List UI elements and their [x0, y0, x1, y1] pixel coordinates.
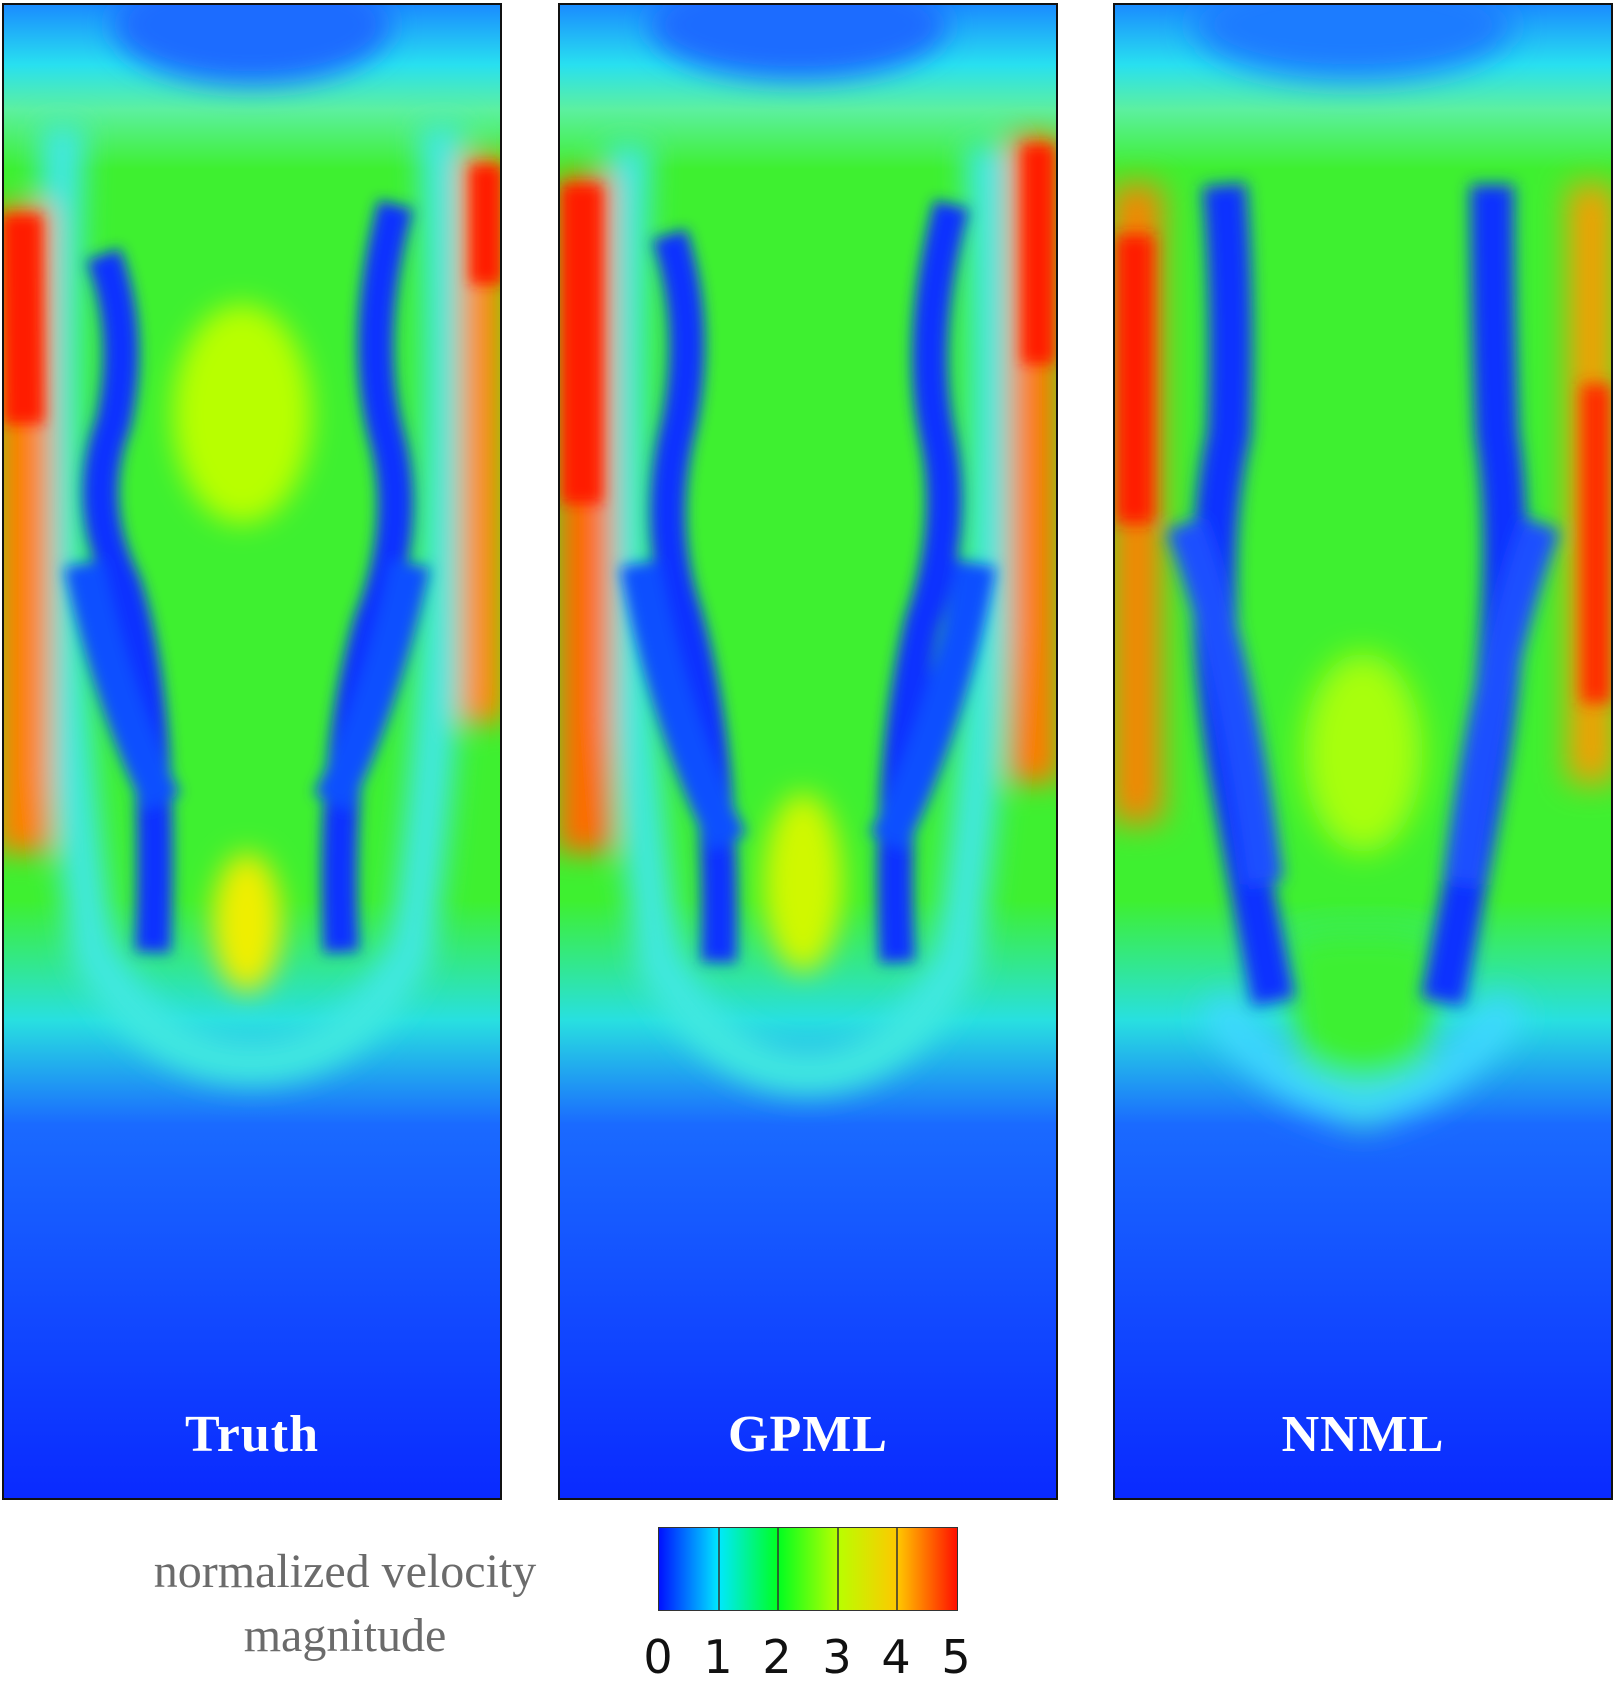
colorbar-title-line1: normalized velocity	[153, 1545, 537, 1598]
colorbar-tick-3: 3	[822, 1630, 852, 1684]
colorbar-tick-0: 0	[643, 1630, 673, 1684]
nnml-panel: NNML	[1113, 3, 1613, 1500]
nnml-velocity-field	[1115, 5, 1611, 1127]
colorbar-tick-5: 5	[941, 1630, 971, 1684]
colorbar-tick-4: 4	[881, 1630, 911, 1684]
gpml-velocity-field	[560, 5, 1056, 1095]
colorbar-gradient	[659, 1528, 957, 1610]
colorbar-title: normalized velocity magnitude	[95, 1540, 595, 1668]
colorbar	[658, 1527, 958, 1611]
truth-panel: Truth	[2, 3, 502, 1500]
truth-velocity-field	[4, 5, 500, 1085]
gpml-label: GPML	[728, 1406, 888, 1463]
colorbar-tick-1: 1	[703, 1630, 733, 1684]
gpml-panel: GPML	[558, 3, 1058, 1500]
colorbar-title-line2: magnitude	[243, 1609, 447, 1662]
nnml-label: NNML	[1281, 1406, 1445, 1463]
colorbar-tick-2: 2	[762, 1630, 792, 1684]
truth-label: Truth	[184, 1406, 320, 1463]
